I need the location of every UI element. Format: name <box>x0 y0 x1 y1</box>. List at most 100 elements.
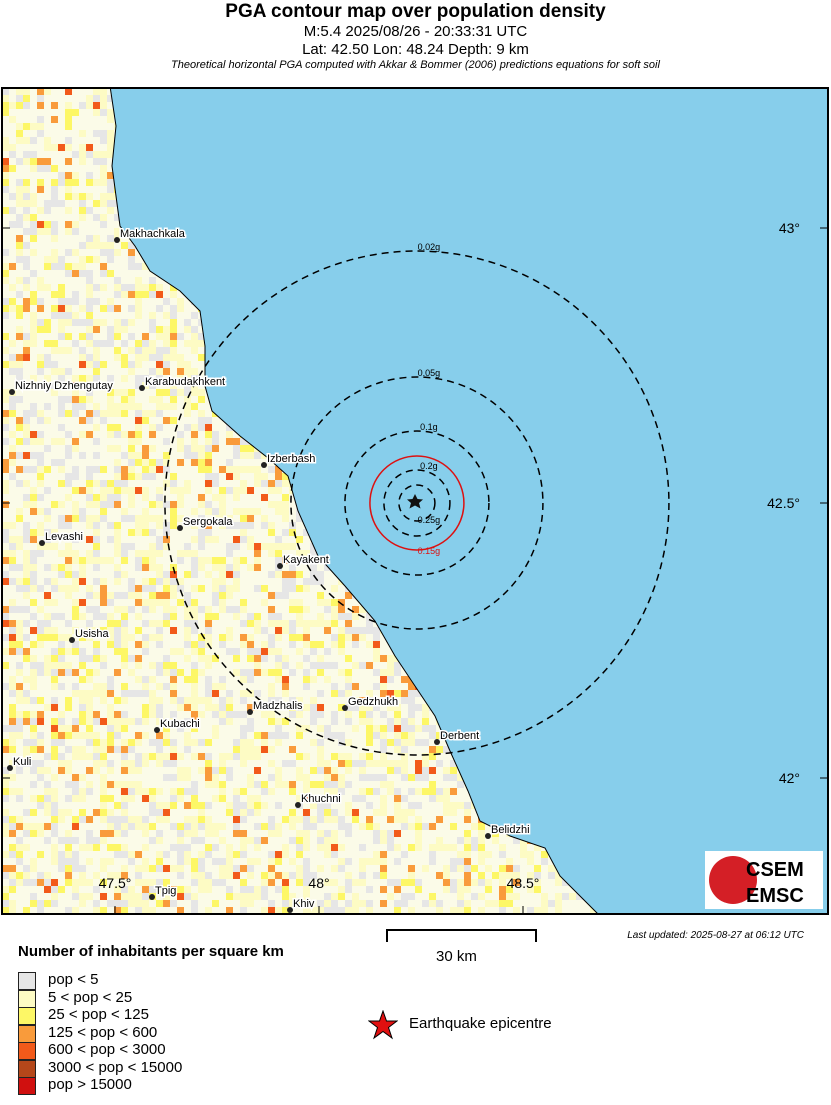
population-cell <box>338 739 345 746</box>
population-cell <box>44 256 51 263</box>
population-cell <box>58 179 65 186</box>
population-cell <box>156 641 163 648</box>
population-cell <box>156 753 163 760</box>
population-cell <box>128 655 135 662</box>
population-cell <box>261 802 268 809</box>
population-cell <box>380 669 387 676</box>
population-cell <box>121 620 128 627</box>
population-cell <box>135 550 142 557</box>
population-cell <box>114 249 121 256</box>
population-cell <box>345 767 352 774</box>
population-cell <box>23 697 30 704</box>
population-cell <box>373 648 380 655</box>
population-cell <box>240 788 247 795</box>
population-cell <box>282 718 289 725</box>
population-cell <box>331 767 338 774</box>
population-cell <box>191 802 198 809</box>
population-cell <box>121 466 128 473</box>
population-cell <box>86 235 93 242</box>
population-cell <box>205 501 212 508</box>
population-cell <box>114 571 121 578</box>
population-cell <box>121 543 128 550</box>
population-cell <box>51 200 58 207</box>
population-cell <box>16 424 23 431</box>
population-cell <box>177 333 184 340</box>
pga-map[interactable]: 43°42.5°42°47.5° 48° 48.5° MakhachkalaNizh… <box>0 86 831 916</box>
population-cell <box>2 578 9 585</box>
population-cell <box>226 718 233 725</box>
population-cell <box>121 473 128 480</box>
population-cell <box>51 739 58 746</box>
population-cell <box>142 263 149 270</box>
population-cell <box>177 375 184 382</box>
population-cell <box>2 207 9 214</box>
population-cell <box>296 648 303 655</box>
population-cell <box>23 711 30 718</box>
population-cell <box>16 333 23 340</box>
population-cell <box>142 557 149 564</box>
population-cell <box>16 326 23 333</box>
population-cell <box>100 746 107 753</box>
population-cell <box>289 704 296 711</box>
population-cell <box>275 620 282 627</box>
population-cell <box>107 298 114 305</box>
population-cell <box>65 228 72 235</box>
population-cell <box>163 585 170 592</box>
population-cell <box>107 613 114 620</box>
population-cell <box>310 697 317 704</box>
population-cell <box>240 711 247 718</box>
population-cell <box>65 193 72 200</box>
population-cell <box>142 620 149 627</box>
population-cell <box>359 753 366 760</box>
population-cell <box>2 361 9 368</box>
population-cell <box>268 522 275 529</box>
population-cell <box>149 557 156 564</box>
population-cell <box>65 102 72 109</box>
population-cell <box>2 144 9 151</box>
population-cell <box>65 445 72 452</box>
population-cell <box>240 669 247 676</box>
population-cell <box>317 753 324 760</box>
population-cell <box>352 613 359 620</box>
population-cell <box>296 795 303 802</box>
population-cell <box>93 564 100 571</box>
population-cell <box>37 123 44 130</box>
population-cell <box>23 557 30 564</box>
population-cell <box>72 781 79 788</box>
population-cell <box>114 445 121 452</box>
population-cell <box>135 690 142 697</box>
population-cell <box>107 95 114 102</box>
population-cell <box>156 459 163 466</box>
population-cell <box>254 781 261 788</box>
population-cell <box>247 718 254 725</box>
population-cell <box>156 704 163 711</box>
population-cell <box>303 788 310 795</box>
population-cell <box>317 690 324 697</box>
population-cell <box>254 480 261 487</box>
population-cell <box>23 480 30 487</box>
population-cell <box>16 193 23 200</box>
population-cell <box>58 760 65 767</box>
population-cell <box>2 109 9 116</box>
population-cell <box>177 305 184 312</box>
population-cell <box>65 515 72 522</box>
population-cell <box>170 326 177 333</box>
population-cell <box>58 424 65 431</box>
population-cell <box>9 739 16 746</box>
population-cell <box>198 634 205 641</box>
population-cell <box>170 382 177 389</box>
population-cell <box>156 361 163 368</box>
population-cell <box>135 424 142 431</box>
population-cell <box>156 347 163 354</box>
population-cell <box>65 746 72 753</box>
population-cell <box>226 592 233 599</box>
population-cell <box>156 494 163 501</box>
population-cell <box>226 522 233 529</box>
population-cell <box>79 193 86 200</box>
population-cell <box>44 592 51 599</box>
population-cell <box>72 375 79 382</box>
population-cell <box>198 641 205 648</box>
population-cell <box>86 620 93 627</box>
population-cell <box>30 137 37 144</box>
population-cell <box>212 732 219 739</box>
